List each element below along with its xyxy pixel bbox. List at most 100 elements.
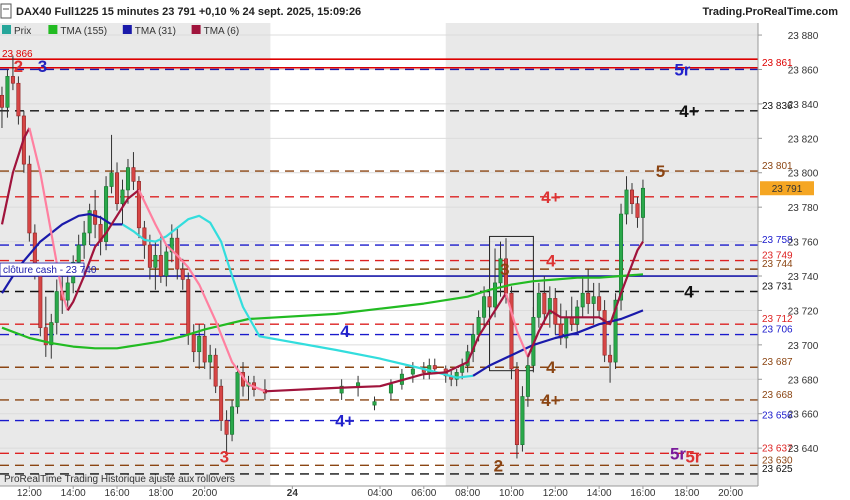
level-label: 23 731 [762,282,793,293]
level-annotation: 5r [685,448,701,467]
x-tick-label: 20:00 [718,488,743,499]
candle-body [514,368,519,445]
candle-body [498,258,503,284]
ma-line [66,189,140,311]
candle-body [0,94,4,108]
ma-line [472,309,644,377]
x-axis: 12:00 14:00 16:00 18:00 20:00 24 04:00 06:00 08:… [0,485,758,499]
candle-body [536,292,541,318]
y-tick-label: 23 840 [788,100,819,111]
level-annotation: 4+ [541,188,560,207]
x-tick-label: 12:00 [543,488,568,499]
candle-body [591,296,596,304]
x-tick-label: 12:00 [17,488,42,499]
candle-body [65,282,70,301]
candle-body [54,291,59,323]
level-annotation: 5 [656,162,665,181]
ma-line [526,241,644,358]
candle-body [224,420,229,435]
level-annotation: 5r [670,444,686,463]
candle-body [104,186,109,242]
last-price-label: 23 791 [772,184,803,195]
candle-body [10,76,15,84]
legend-label: TMA (155) [60,26,107,37]
level-label: 23 668 [762,390,793,401]
ma-line [137,189,266,393]
candle-body [186,279,191,335]
candle-body [388,384,393,394]
candle-body [597,296,602,311]
cash-close-box [0,262,85,277]
candle-body [76,244,81,263]
level-annotation: 3 [220,448,229,467]
level-annotation: 3 [38,57,47,76]
cash-close-label: clôture cash - 23 740 [3,265,97,276]
candle-body [82,232,87,246]
legend-label: TMA (6) [204,26,240,37]
level-annotation: 4+ [335,412,354,431]
candle-body [169,237,174,253]
level-annotation: 4 [340,322,350,341]
last-price-tag [760,181,814,196]
candle-body [356,382,361,387]
candle-body [580,292,585,308]
level-annotation: 4 [546,358,556,377]
candle-body [520,396,525,445]
candle-body [230,406,235,435]
candle-body [164,251,169,277]
candle-body [602,310,607,356]
horizontal-grid [0,34,758,449]
expand-icon[interactable] [0,3,12,19]
candle-body [158,255,163,277]
legend-swatch [191,25,201,34]
candle-body [493,282,498,308]
candle-body [635,203,640,218]
candle-body [87,210,92,234]
candle-body [136,181,141,229]
candle-body [147,244,152,268]
candle-body [629,189,634,205]
x-tick-label: 18:00 [674,488,699,499]
candle-body [208,354,213,363]
x-tick-label: 16:00 [105,488,130,499]
candle-body [339,385,344,394]
x-tick-label: 18:00 [148,488,173,499]
legend-swatch [48,25,58,34]
level-label: 23 801 [762,161,793,172]
session-zone [0,23,271,486]
candle-body [153,255,158,268]
y-tick-label: 23 800 [788,169,819,180]
level-annotation: 2 [14,57,23,76]
candle-body [542,292,547,315]
candle-body [487,296,492,308]
cash-close-label-group: clôture cash - 23 740 [0,262,97,277]
x-tick-label: 20:00 [192,488,217,499]
level-label: 23 758 [762,235,793,246]
candle-body [460,365,465,373]
x-tick-label: 14:00 [587,488,612,499]
moving-averages [0,127,644,393]
level-label: 23 836 [762,101,793,112]
level-label: 23 687 [762,357,793,368]
brand-label[interactable]: Trading.ProRealTime.com [702,6,838,18]
level-annotation: 3 [500,260,509,279]
candle-body [558,323,563,339]
candle-body [624,189,629,215]
candle-body [131,167,136,182]
x-tick-label: 04:00 [367,488,392,499]
y-tick-label: 23 760 [788,238,819,249]
level-label: 23 712 [762,314,793,325]
candle-body [142,227,147,246]
legend-swatch [122,25,132,34]
candle-body [586,292,591,304]
y-tick-label: 23 660 [788,410,819,421]
session-zone [445,23,758,486]
candle-body [125,167,130,191]
level-label: 23 861 [762,58,793,69]
legend: Prix TMA (155) TMA (31) TMA (6) [2,25,239,37]
candle-body [27,163,32,234]
candle-body [120,189,125,205]
